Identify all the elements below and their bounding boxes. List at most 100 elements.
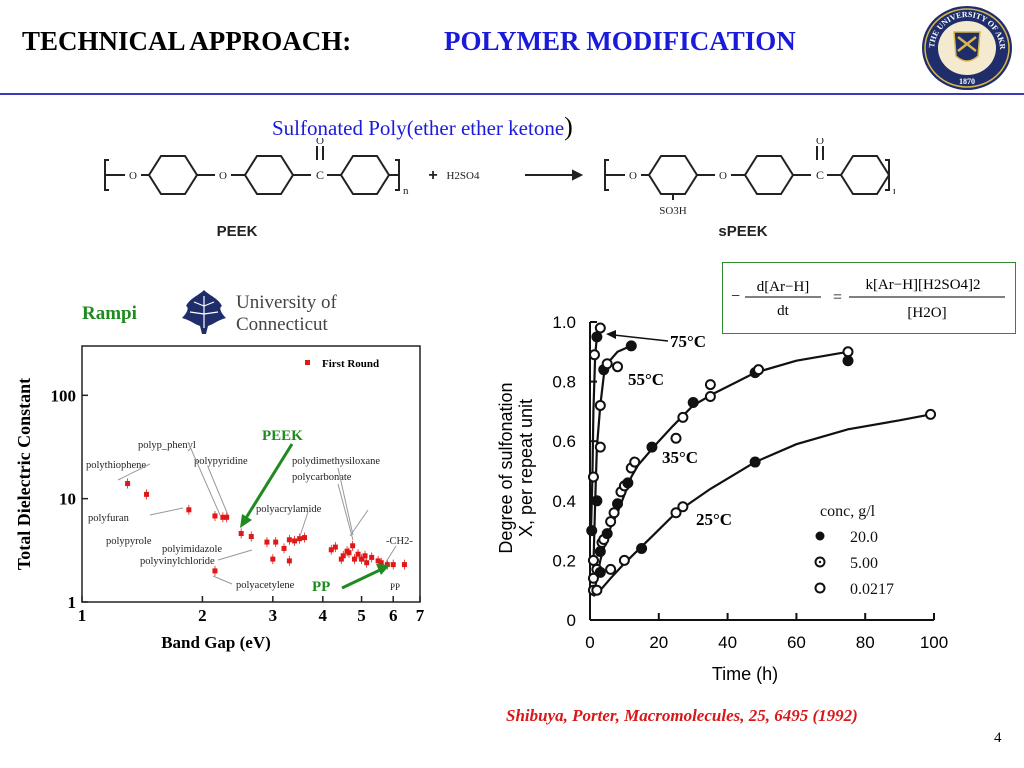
data-point xyxy=(238,531,244,537)
reagent-label: H2SO4 xyxy=(446,170,480,182)
ether-o-3: O xyxy=(629,170,637,182)
annot-polydimethysiloxane: polydimethysiloxane xyxy=(292,456,380,467)
annot-polyvinylchloride: polyvinylchloride xyxy=(140,556,215,567)
sulf-ylabel-line1: Degree of sulfonation xyxy=(496,382,516,553)
series-curve-3 xyxy=(592,413,931,598)
data-marker xyxy=(594,441,606,453)
data-marker xyxy=(587,471,599,483)
data-marker xyxy=(925,408,937,420)
repeat-index-2: n xyxy=(893,185,895,197)
annot-polyp-phenyl: polyp_phenyl xyxy=(138,440,196,451)
series-curve-1 xyxy=(592,344,632,567)
callout-pp: PP xyxy=(312,579,330,595)
seal-year: 1870 xyxy=(959,77,975,86)
data-point xyxy=(375,558,381,564)
annot-polythiophene: polythiophene xyxy=(86,460,146,471)
reaction-subtitle: Sulfonated Poly(ether ether ketone) xyxy=(272,112,573,142)
data-point xyxy=(297,536,303,542)
data-marker xyxy=(601,528,613,540)
subtitle-text: Sulfonated Poly(ether ether ketone xyxy=(272,116,565,140)
data-marker xyxy=(842,355,854,367)
legend-marker-dotted xyxy=(818,560,822,564)
x-tick-label: 60 xyxy=(787,633,806,652)
peek-label: PEEK xyxy=(217,223,258,240)
annot-ch2: -CH2- xyxy=(386,536,413,547)
data-marker xyxy=(591,331,603,343)
sulfonation-reaction-scheme: O O C O n O O C O n SO3H H2SO4 + PEEK sP… xyxy=(104,138,895,240)
data-point xyxy=(220,514,226,520)
data-point xyxy=(273,539,279,545)
data-marker xyxy=(605,563,617,575)
sulf-legend-20: 20.0 xyxy=(850,529,878,546)
y-tick-label: 0.6 xyxy=(552,432,576,451)
data-point xyxy=(378,560,384,566)
sulf-legend-5: 5.00 xyxy=(850,555,878,572)
data-marker xyxy=(677,411,689,423)
dielectric-ylabel: Total Dielectric Constant xyxy=(14,378,34,570)
data-marker xyxy=(605,516,617,528)
eq-rhs-den: [H2O] xyxy=(907,305,946,321)
data-marker xyxy=(670,432,682,444)
annot-polyacrylamide: polyacrylamide xyxy=(256,504,322,515)
substituent-label: SO3H xyxy=(659,205,687,217)
x-tick-label: 6 xyxy=(389,606,398,625)
y-tick-label: 1.0 xyxy=(552,313,576,332)
data-point xyxy=(351,556,357,562)
data-marker xyxy=(704,391,716,402)
annot-polycarbonate: polycarbonate xyxy=(292,472,352,483)
plus-sign: + xyxy=(428,167,437,184)
y-tick-label: 100 xyxy=(51,386,77,405)
rate-equation: − d[Ar−H] dt = k[Ar−H][H2SO4]2 [H2O] xyxy=(731,277,1005,321)
ether-o-1: O xyxy=(129,170,137,182)
callout-peek: PEEK xyxy=(262,428,303,444)
data-marker xyxy=(622,477,634,489)
data-point xyxy=(270,556,276,562)
annot-polyacetylene: polyacetylene xyxy=(236,580,295,591)
data-point xyxy=(332,544,338,550)
annot-polypyrole: polypyrole xyxy=(106,536,152,547)
dielectric-chart: 1 2 3 4 5 6 7 1 10 100 First Round polyp_phenyl p… xyxy=(14,345,425,652)
data-marker xyxy=(687,396,699,408)
data-point xyxy=(350,543,356,549)
data-point xyxy=(212,568,218,574)
university-seal-logo: THE UNIVERSITY OF AKRON 1870 xyxy=(920,4,1012,90)
carbonyl-o-1: O xyxy=(316,138,324,147)
carbonyl-o-2: O xyxy=(816,138,824,147)
annot-polyimidazole: polyimidazole xyxy=(162,544,222,555)
data-marker xyxy=(587,572,599,584)
sulf-legend-title: conc, g/l xyxy=(820,503,876,520)
data-point xyxy=(264,539,270,545)
data-marker xyxy=(842,346,854,358)
subtitle-paren: ) xyxy=(564,112,573,141)
data-marker xyxy=(618,554,630,566)
data-point xyxy=(286,537,292,543)
data-point xyxy=(301,535,307,541)
legend-marker-filled xyxy=(815,531,825,541)
slide-title-prefix: TECHNICAL APPROACH: xyxy=(22,26,352,56)
page-number: 4 xyxy=(994,730,1002,746)
x-tick-label: 2 xyxy=(198,606,207,625)
series-75c-pointer xyxy=(606,330,616,339)
repeat-index-1: n xyxy=(403,185,409,197)
seal-shield-icon xyxy=(953,31,981,62)
y-tick-label: 0.4 xyxy=(552,492,576,511)
data-marker xyxy=(753,364,765,376)
sulf-xlabel: Time (h) xyxy=(712,664,778,684)
x-tick-label: 4 xyxy=(319,606,328,625)
x-tick-label: 5 xyxy=(357,606,366,625)
data-point xyxy=(292,538,298,544)
sulf-ylabel-line2: X, per repeat unit xyxy=(516,399,536,537)
data-marker xyxy=(749,456,761,468)
series-label-55c: 55°C xyxy=(628,370,664,389)
data-point xyxy=(340,553,346,559)
legend-marker xyxy=(305,360,310,365)
data-point xyxy=(362,553,368,559)
data-point xyxy=(390,562,396,568)
data-marker xyxy=(591,584,603,596)
data-point xyxy=(355,551,361,557)
data-point xyxy=(401,562,407,568)
data-marker xyxy=(636,542,648,554)
dielectric-plot-frame xyxy=(81,345,421,603)
x-tick-label: 40 xyxy=(718,633,737,652)
title-divider xyxy=(0,93,1024,95)
